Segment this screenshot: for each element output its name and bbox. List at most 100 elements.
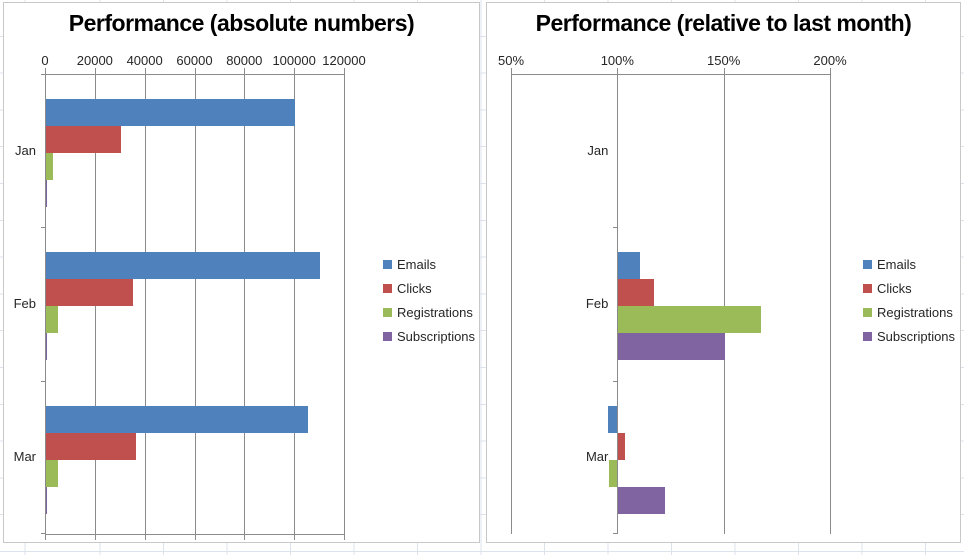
axis-tick bbox=[144, 68, 146, 74]
axis-tick bbox=[45, 534, 46, 540]
legend-item-subscriptions[interactable]: Subscriptions bbox=[863, 328, 955, 344]
axis-tick bbox=[294, 68, 296, 74]
gridline bbox=[344, 74, 345, 534]
axis-tick bbox=[194, 68, 196, 74]
legend-label: Emails bbox=[877, 256, 917, 272]
legend-color-swatch-icon bbox=[863, 331, 872, 341]
bar-subscriptions-feb[interactable] bbox=[618, 333, 725, 361]
bar-clicks-mar[interactable] bbox=[46, 432, 136, 460]
axis-tick bbox=[830, 68, 831, 74]
legend-item-subscriptions[interactable]: Subscriptions bbox=[383, 328, 475, 344]
legend-item-clicks[interactable]: Clicks bbox=[863, 280, 912, 296]
axis-tick bbox=[294, 534, 296, 540]
bar-clicks-feb[interactable] bbox=[46, 279, 134, 307]
legend-color-swatch-icon bbox=[863, 307, 872, 317]
category-axis-tick bbox=[613, 533, 618, 534]
bar-clicks-feb[interactable] bbox=[618, 279, 655, 307]
chart-title: Performance (relative to last month) bbox=[535, 10, 912, 36]
bar-registrations-feb[interactable] bbox=[618, 306, 761, 334]
legend-label: Emails bbox=[397, 256, 437, 272]
legend-color-swatch-icon bbox=[863, 259, 872, 269]
category-axis-line bbox=[617, 74, 619, 534]
legend-item-emails[interactable]: Emails bbox=[383, 256, 436, 272]
legend-item-registrations[interactable]: Registrations bbox=[383, 304, 473, 320]
bar-registrations-mar[interactable] bbox=[608, 459, 618, 487]
bar-subscriptions-feb[interactable] bbox=[46, 333, 47, 361]
category-axis-line bbox=[45, 74, 46, 534]
legend-item-emails[interactable]: Emails bbox=[863, 256, 916, 272]
value-axis-tick-label: 200% bbox=[813, 53, 847, 68]
category-label-jan: Jan bbox=[15, 142, 36, 158]
category-label-feb: Feb bbox=[585, 296, 609, 311]
axis-tick bbox=[94, 68, 96, 74]
gridline bbox=[830, 74, 831, 534]
axis-tick bbox=[94, 534, 96, 540]
axis-tick bbox=[344, 68, 345, 74]
category-label-mar: Mar bbox=[13, 449, 36, 465]
chart-absolute-numbers[interactable]: Performance (absolute numbers) 0 20000 400… bbox=[3, 2, 480, 543]
legend-label: Clicks bbox=[397, 280, 432, 296]
value-axis-tick-label: 80000 bbox=[226, 53, 263, 68]
bar-clicks-jan[interactable] bbox=[46, 126, 121, 153]
bar-emails-feb[interactable] bbox=[618, 252, 640, 280]
value-axis-tick-label: 100000 bbox=[272, 53, 316, 68]
axis-tick bbox=[244, 68, 246, 74]
category-axis-tick bbox=[613, 227, 618, 229]
axis-tick bbox=[723, 68, 725, 74]
legend-color-swatch-icon bbox=[383, 331, 392, 341]
value-axis-tick-label: 100% bbox=[600, 53, 634, 68]
bar-registrations-feb[interactable] bbox=[46, 306, 59, 334]
gridline bbox=[723, 74, 725, 534]
legend-color-swatch-icon bbox=[383, 283, 392, 293]
category-label-mar: Mar bbox=[585, 449, 609, 465]
legend-label: Subscriptions bbox=[397, 328, 476, 344]
value-axis-tick-label: 0 bbox=[41, 53, 49, 68]
legend-color-swatch-icon bbox=[383, 307, 392, 317]
category-axis-tick bbox=[41, 380, 45, 382]
axis-tick bbox=[194, 534, 196, 540]
plot-bottom-border bbox=[45, 534, 344, 535]
gridline bbox=[144, 74, 146, 534]
bar-subscriptions-jan[interactable] bbox=[46, 180, 47, 207]
value-axis-tick-label: 120000 bbox=[322, 53, 366, 68]
legend: Emails Clicks Registrations Subscriptions bbox=[863, 256, 959, 352]
bar-emails-mar[interactable] bbox=[46, 405, 308, 433]
chart-title: Performance (absolute numbers) bbox=[68, 10, 415, 36]
category-label-feb: Feb bbox=[13, 296, 36, 311]
axis-tick bbox=[45, 68, 46, 74]
axis-tick bbox=[344, 534, 345, 540]
legend-item-clicks[interactable]: Clicks bbox=[383, 280, 432, 296]
value-axis-line bbox=[511, 74, 830, 75]
bar-registrations-mar[interactable] bbox=[46, 459, 58, 487]
bar-subscriptions-mar[interactable] bbox=[46, 486, 47, 514]
legend-label: Registrations bbox=[397, 304, 473, 320]
category-axis-tick bbox=[41, 533, 45, 534]
category-axis-tick bbox=[613, 380, 618, 382]
bar-registrations-jan[interactable] bbox=[46, 153, 54, 180]
gridline bbox=[294, 74, 296, 534]
legend-label: Subscriptions bbox=[877, 328, 956, 344]
gridline bbox=[194, 74, 196, 534]
bar-emails-jan[interactable] bbox=[46, 99, 296, 126]
bar-clicks-mar[interactable] bbox=[618, 432, 625, 460]
value-axis-tick-label: 60000 bbox=[176, 53, 213, 68]
legend-item-registrations[interactable]: Registrations bbox=[863, 304, 953, 320]
value-axis-tick-label: 50% bbox=[497, 53, 525, 68]
axis-tick bbox=[144, 534, 146, 540]
value-axis-tick-label: 20000 bbox=[76, 53, 113, 68]
category-axis-tick bbox=[613, 74, 618, 75]
bar-emails-feb[interactable] bbox=[46, 252, 321, 280]
bar-emails-mar[interactable] bbox=[607, 405, 618, 433]
value-axis-tick-label: 150% bbox=[707, 53, 741, 68]
category-axis-tick bbox=[41, 227, 45, 229]
gridline bbox=[511, 74, 512, 534]
bar-subscriptions-mar[interactable] bbox=[618, 486, 666, 514]
axis-tick bbox=[617, 68, 619, 74]
legend: Emails Clicks Registrations Subscriptions bbox=[383, 256, 479, 352]
legend-color-swatch-icon bbox=[863, 283, 872, 293]
axis-tick bbox=[244, 534, 246, 540]
chart-relative-to-last-month[interactable]: Performance (relative to last month) 50%… bbox=[486, 2, 961, 543]
legend-label: Clicks bbox=[877, 280, 912, 296]
gridline bbox=[244, 74, 246, 534]
